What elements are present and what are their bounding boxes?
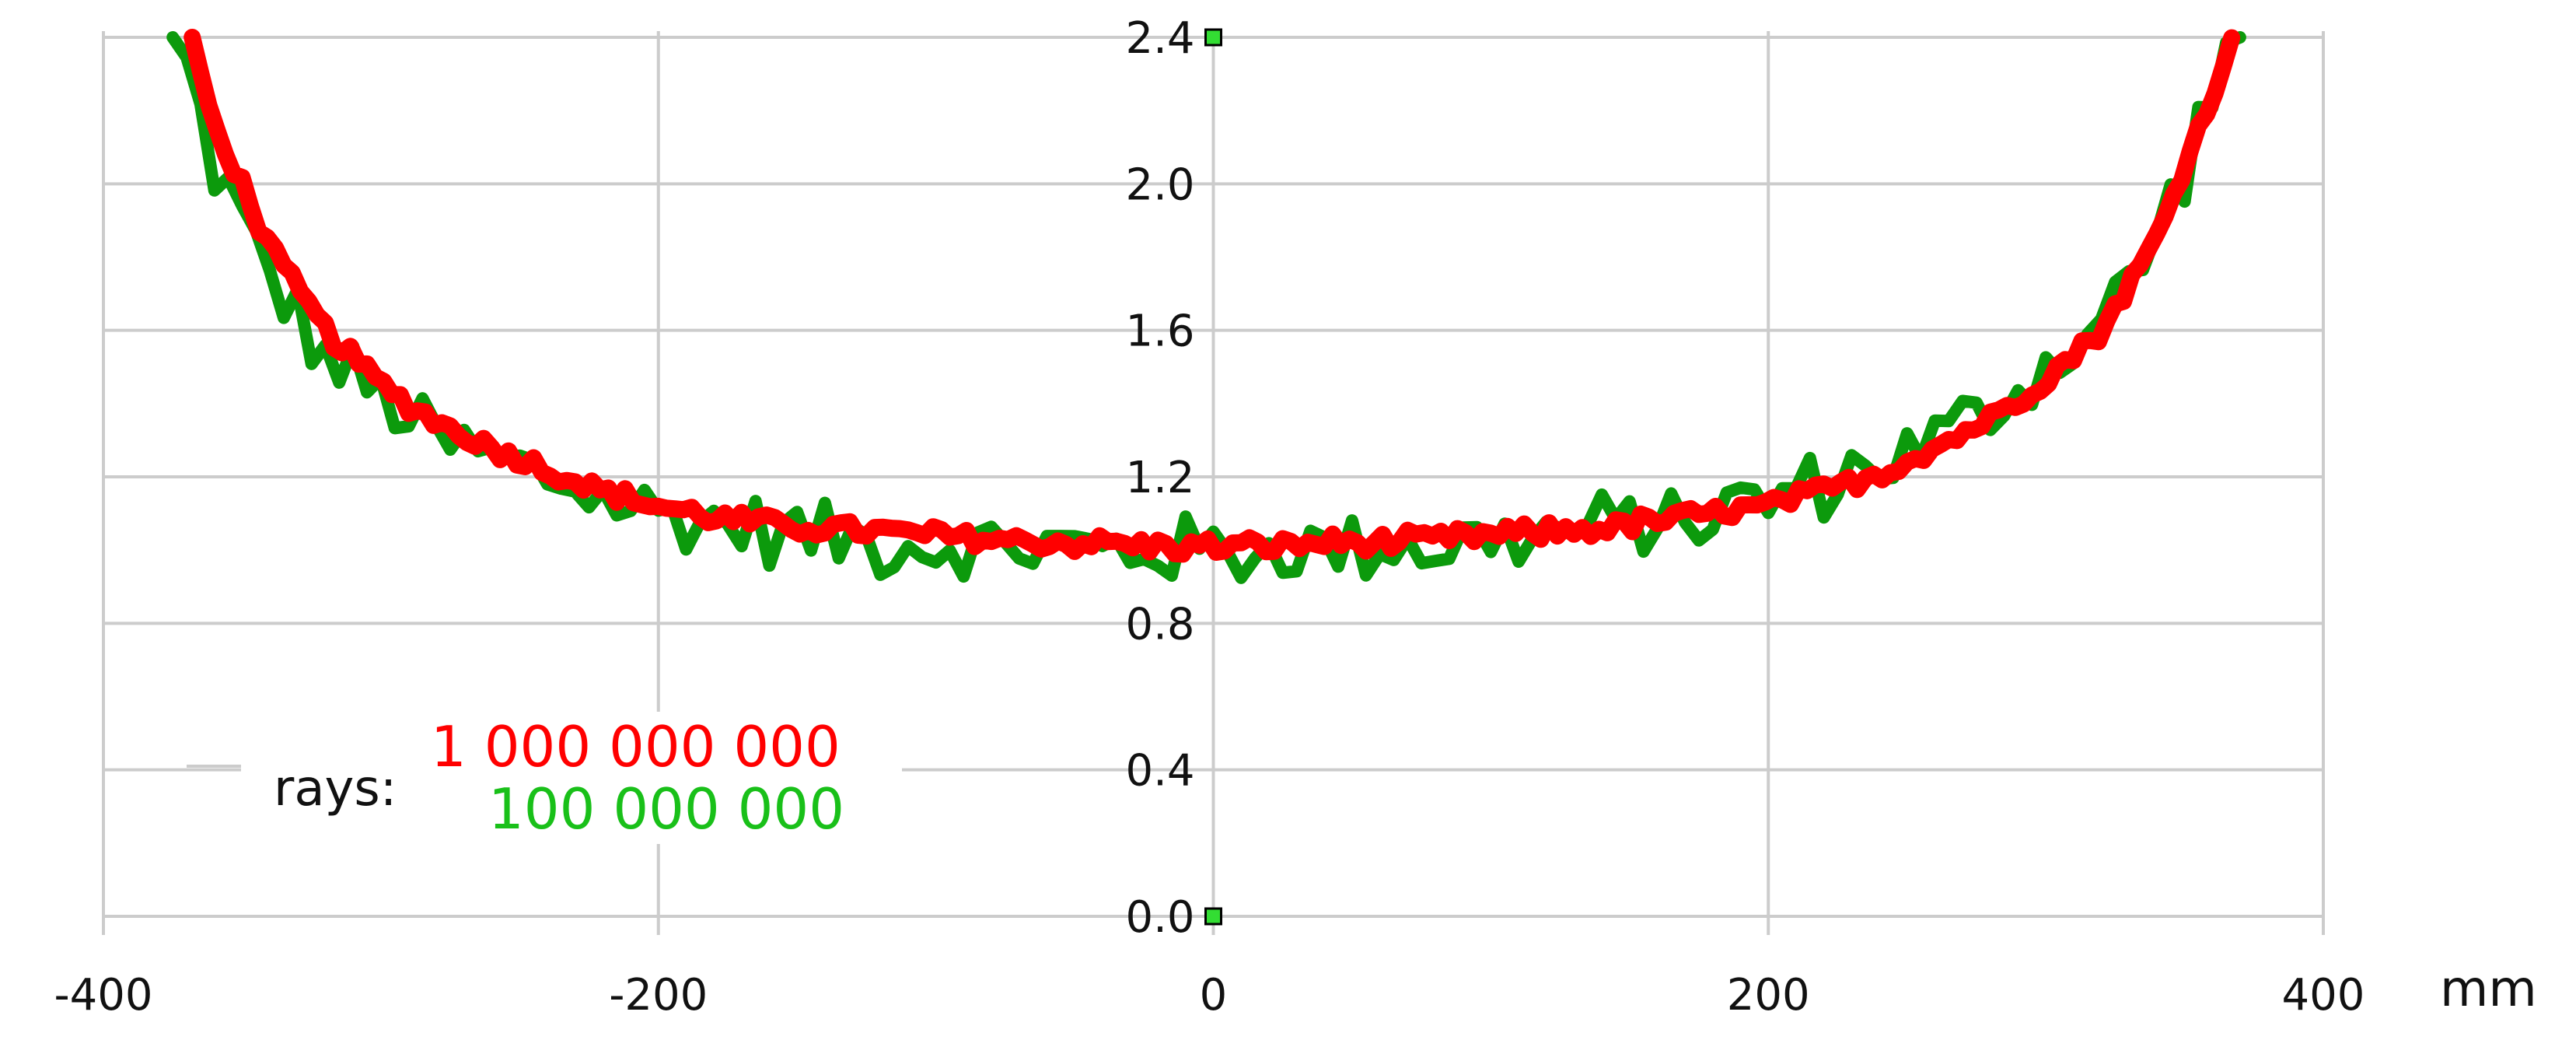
series-line-red [184, 29, 2241, 563]
y-axis-end-marker [1204, 28, 1222, 47]
x-tick-label: 0 [1200, 970, 1228, 1021]
y-axis-end-marker [1204, 907, 1222, 926]
legend: rays: 1 000 000 000 100 000 000 [187, 712, 902, 844]
x-tick-label: 400 [2282, 970, 2365, 1021]
x-tick-label: -400 [54, 970, 152, 1021]
x-axis-unit-label: mm [2440, 961, 2537, 1018]
tick-labels: 0.0 0.4 0.8 1.2 1.6 2.0 2.4 -400 -200 0 200 400 [54, 13, 2365, 1021]
legend-entry-green: 100 000 000 [488, 776, 844, 842]
legend-entry-red: 1 000 000 000 [431, 714, 841, 779]
y-tick-label: 1.6 [1125, 306, 1194, 357]
legend-title: rays: [274, 760, 397, 818]
legend-background [241, 712, 902, 844]
x-tick-label: -200 [609, 970, 708, 1021]
series-layer [166, 29, 2246, 584]
x-tick-label: 200 [1727, 970, 1810, 1021]
y-tick-label: 0.4 [1125, 746, 1194, 797]
series-line-green [166, 31, 2246, 584]
y-tick-label: 2.4 [1125, 13, 1194, 64]
y-tick-label: 0.0 [1125, 892, 1194, 943]
y-tick-label: 1.2 [1125, 453, 1194, 503]
y-tick-label: 0.8 [1125, 599, 1194, 650]
y-tick-label: 2.0 [1125, 159, 1194, 210]
y-axis-end-markers [1204, 28, 1222, 926]
